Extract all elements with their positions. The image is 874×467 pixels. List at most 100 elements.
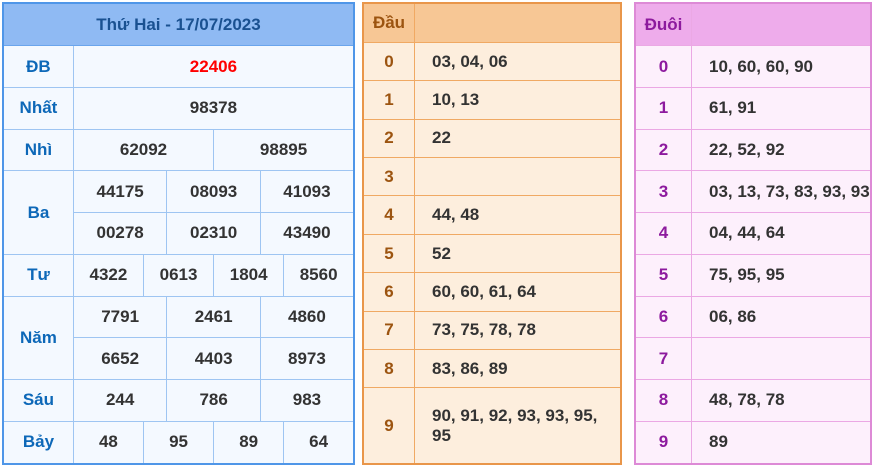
- tail-digit: 0: [634, 45, 692, 88]
- table-row: 2 22, 52, 92: [634, 128, 872, 172]
- prize-label-db: ĐB: [2, 45, 74, 88]
- prize-value: 98895: [213, 128, 355, 172]
- table-row: 7 73, 75, 78, 78: [362, 310, 622, 351]
- prize-value: 44175: [72, 170, 168, 214]
- prize-value: 95: [142, 420, 215, 465]
- results-date-header: Thứ Hai - 17/07/2023: [2, 2, 355, 47]
- tail-table-header-spacer: [691, 2, 872, 47]
- prize-value: 4403: [166, 337, 261, 380]
- prize-label-nhi: Nhì: [2, 128, 74, 172]
- table-row: Nhất 98378: [2, 86, 355, 130]
- tail-values: [691, 337, 872, 380]
- tail-digit: 8: [634, 378, 692, 422]
- head-digit: 9: [362, 387, 415, 465]
- tail-digit: 2: [634, 128, 692, 172]
- table-row: 0 10, 60, 60, 90: [634, 45, 872, 88]
- prize-value: 98378: [72, 86, 355, 130]
- prize-value: 8560: [283, 253, 355, 297]
- table-row: 9 90, 91, 92, 93, 93, 95, 95: [362, 387, 622, 465]
- tail-digit: 1: [634, 86, 692, 130]
- head-digit: 0: [362, 41, 415, 82]
- tail-digits-table: Đuôi 0 10, 60, 60, 90 1 61, 91 2 22, 52, 92…: [634, 2, 872, 465]
- prize-value: 43490: [259, 212, 355, 255]
- head-table-header: Đầu: [362, 2, 415, 43]
- prize-value: 64: [283, 420, 355, 465]
- prize-value: 48: [72, 420, 145, 465]
- prize-label-bay: Bảy: [2, 420, 74, 465]
- table-row: 3: [362, 157, 622, 197]
- prize-value: 8973: [259, 337, 355, 380]
- table-row: Thứ Hai - 17/07/2023: [2, 2, 355, 47]
- tail-digit: 9: [634, 420, 692, 465]
- table-row: Sáu 244 786 983: [2, 378, 355, 422]
- tail-values: 22, 52, 92: [691, 128, 872, 172]
- table-row: 1 61, 91: [634, 86, 872, 130]
- prize-value: 4322: [72, 253, 145, 297]
- tail-values: 48, 78, 78: [691, 378, 872, 422]
- prize-value: 08093: [166, 170, 261, 214]
- head-values: 22: [414, 118, 622, 159]
- head-values: 10, 13: [414, 80, 622, 120]
- prize-label-nhat: Nhất: [2, 86, 74, 130]
- table-row: 3 03, 13, 73, 83, 93, 93: [634, 170, 872, 214]
- prize-value: 983: [259, 378, 355, 422]
- table-row: Nhì 62092 98895: [2, 128, 355, 172]
- table-row: 00278 02310 43490: [3, 212, 355, 255]
- prize-value: 2461: [166, 295, 261, 339]
- head-values: 73, 75, 78, 78: [414, 310, 622, 351]
- table-row: 2 22: [362, 118, 622, 159]
- prize-value: 02310: [166, 212, 261, 255]
- table-row: 4 44, 48: [362, 195, 622, 235]
- prize-value: 00278: [72, 212, 168, 255]
- prize-value: 4860: [259, 295, 355, 339]
- prize-value: 0613: [142, 253, 215, 297]
- table-row: Bảy 48 95 89 64: [2, 420, 355, 465]
- tail-digit: 7: [634, 337, 692, 380]
- head-digit: 1: [362, 80, 415, 120]
- table-row: Năm 7791 2461 4860: [2, 295, 355, 380]
- head-values: [414, 157, 622, 197]
- results-table: Thứ Hai - 17/07/2023 ĐB 22406 Nhất 98378…: [2, 2, 355, 465]
- prize-value: 41093: [259, 170, 355, 214]
- table-row: 5 75, 95, 95: [634, 253, 872, 297]
- table-row: 7: [634, 337, 872, 380]
- prize-value: 6652: [72, 337, 168, 380]
- prize-label-nam: Năm: [2, 295, 74, 380]
- tail-digit: 5: [634, 253, 692, 297]
- head-digit: 7: [362, 310, 415, 351]
- table-row: 6 06, 86: [634, 295, 872, 339]
- tail-values: 75, 95, 95: [691, 253, 872, 297]
- head-values: 90, 91, 92, 93, 93, 95, 95: [414, 387, 622, 465]
- prize-value: 1804: [213, 253, 285, 297]
- table-row: 4 04, 44, 64: [634, 212, 872, 255]
- table-row: 6 60, 60, 61, 64: [362, 272, 622, 312]
- prize-value: 89: [213, 420, 285, 465]
- prize-label-sau: Sáu: [2, 378, 74, 422]
- table-row: 6652 4403 8973: [3, 337, 355, 380]
- prize-value: 62092: [72, 128, 215, 172]
- tail-values: 89: [691, 420, 872, 465]
- table-row: 8 83, 86, 89: [362, 349, 622, 389]
- table-row: Tư 4322 0613 1804 8560: [2, 253, 355, 297]
- tail-digit: 4: [634, 212, 692, 255]
- head-digit: 2: [362, 118, 415, 159]
- prize-label-tu: Tư: [2, 253, 74, 297]
- table-row: 0 03, 04, 06: [362, 41, 622, 82]
- table-row: ĐB 22406: [2, 45, 355, 88]
- prize-value: 7791: [72, 295, 168, 339]
- tail-table-header: Đuôi: [634, 2, 692, 47]
- tail-values: 61, 91: [691, 86, 872, 130]
- tail-values: 10, 60, 60, 90: [691, 45, 872, 88]
- prize-value-special: 22406: [72, 45, 355, 88]
- head-digit: 5: [362, 233, 415, 274]
- head-digit: 4: [362, 195, 415, 235]
- head-values: 44, 48: [414, 195, 622, 235]
- prize-value: 244: [72, 378, 168, 422]
- tail-digit: 6: [634, 295, 692, 339]
- head-values: 83, 86, 89: [414, 349, 622, 389]
- head-values: 60, 60, 61, 64: [414, 272, 622, 312]
- head-digit: 3: [362, 157, 415, 197]
- tail-values: 04, 44, 64: [691, 212, 872, 255]
